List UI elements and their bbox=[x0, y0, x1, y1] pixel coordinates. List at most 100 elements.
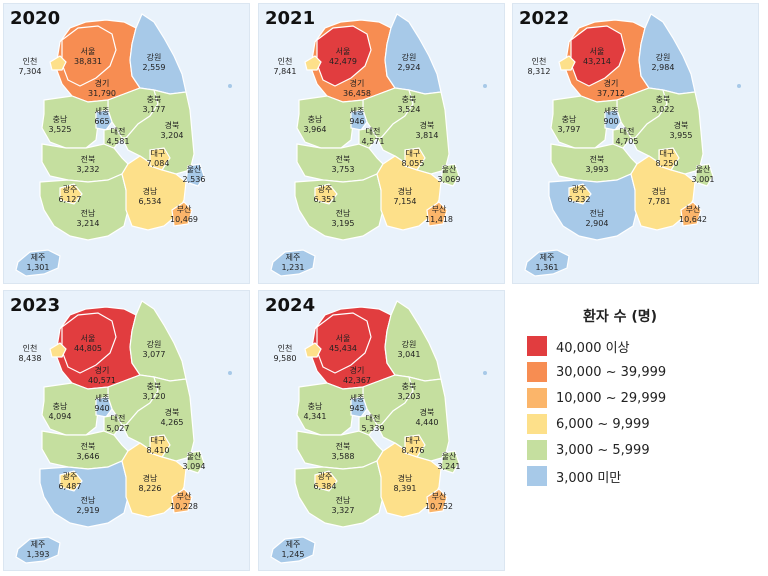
region-gyeongnam bbox=[121, 442, 187, 518]
region-chungnam bbox=[296, 382, 364, 436]
region-value-jeonbuk: 3,646 bbox=[77, 452, 100, 461]
region-daejeon bbox=[358, 127, 378, 149]
region-value-gwangju: 6,487 bbox=[59, 482, 82, 491]
legend-swatch bbox=[527, 414, 547, 434]
region-value-seoul: 38,831 bbox=[74, 57, 102, 66]
region-name-jeonbuk: 전북 bbox=[336, 441, 351, 451]
region-name-jeju: 제주 bbox=[31, 540, 46, 549]
region-name-gyeongnam: 경남 bbox=[398, 473, 413, 483]
region-ulsan bbox=[440, 163, 460, 187]
region-value-gyeongnam: 7,781 bbox=[648, 197, 671, 206]
region-incheon bbox=[49, 342, 67, 358]
region-name-jeonbuk: 전북 bbox=[81, 154, 96, 164]
legend-label: 6,000 ~ 9,999 bbox=[556, 416, 650, 432]
region-sejong bbox=[95, 396, 113, 418]
region-value-sejong: 940 bbox=[94, 404, 109, 413]
region-jeonnam bbox=[548, 173, 638, 241]
region-name-ulsan: 울산 bbox=[696, 164, 711, 174]
region-name-gangwon: 강원 bbox=[656, 52, 671, 62]
region-name-chungnam: 충남 bbox=[53, 402, 68, 411]
region-name-chungnam: 충남 bbox=[562, 115, 577, 124]
region-value-jeju: 1,231 bbox=[282, 263, 305, 272]
region-name-sejong: 세종 bbox=[350, 394, 365, 403]
region-name-sejong: 세종 bbox=[95, 394, 110, 403]
panel-year: 2020 bbox=[10, 8, 61, 29]
region-gwangju bbox=[59, 470, 83, 492]
region-name-jeonbuk: 전북 bbox=[81, 441, 96, 451]
region-value-seoul: 43,214 bbox=[583, 57, 611, 66]
region-name-daegu: 대구 bbox=[406, 149, 421, 158]
region-name-busan: 부산 bbox=[432, 491, 447, 501]
region-value-ulsan: 3,001 bbox=[692, 175, 715, 184]
panel-year: 2022 bbox=[519, 8, 570, 29]
region-incheon bbox=[558, 55, 576, 71]
region-name-gyeongbuk: 경북 bbox=[420, 407, 435, 417]
region-name-seoul: 서울 bbox=[590, 47, 605, 56]
region-ulsan bbox=[694, 163, 714, 187]
region-value-daegu: 7,084 bbox=[147, 159, 170, 168]
region-value-busan: 10,752 bbox=[425, 502, 453, 511]
region-name-jeonnam: 전남 bbox=[590, 208, 605, 218]
region-gwangju bbox=[568, 183, 592, 205]
region-name-daegu: 대구 bbox=[660, 149, 675, 158]
region-value-jeju: 1,393 bbox=[27, 550, 50, 559]
map-panel-2022: 경기 37,712 강원 2,984 충북 3,022 충남 3,797 경북 3,955 전북 3,… bbox=[512, 3, 759, 284]
legend-swatch bbox=[527, 466, 547, 486]
region-name-gwangju: 광주 bbox=[63, 471, 78, 481]
region-value-gyeongnam: 6,534 bbox=[139, 197, 162, 206]
region-name-gyeongnam: 경남 bbox=[143, 186, 158, 196]
region-value-gyeongnam: 8,226 bbox=[139, 484, 162, 493]
region-value-chungbuk: 3,177 bbox=[143, 105, 166, 114]
region-value-incheon: 7,304 bbox=[19, 67, 42, 76]
legend-label: 30,000 ~ 39,999 bbox=[556, 364, 667, 380]
region-name-daejeon: 대전 bbox=[111, 126, 126, 136]
region-value-gyeonggi: 40,571 bbox=[88, 376, 116, 385]
region-name-chungnam: 충남 bbox=[308, 115, 323, 124]
region-value-gyeongbuk: 4,265 bbox=[161, 418, 184, 427]
ulleungdo-island bbox=[228, 371, 232, 375]
region-value-gyeongnam: 7,154 bbox=[394, 197, 417, 206]
region-busan bbox=[426, 201, 448, 227]
region-value-busan: 10,642 bbox=[679, 215, 707, 224]
region-value-daejeon: 4,705 bbox=[616, 137, 639, 146]
region-name-jeju: 제주 bbox=[540, 253, 555, 262]
region-name-gyeongnam: 경남 bbox=[652, 186, 667, 196]
region-value-jeonnam: 2,919 bbox=[77, 506, 100, 515]
region-value-daegu: 8,410 bbox=[147, 446, 170, 455]
region-seoul bbox=[61, 312, 117, 374]
region-value-gyeongbuk: 3,955 bbox=[670, 131, 693, 140]
legend-item: 10,000 ~ 29,999 bbox=[527, 386, 757, 410]
region-name-gwangju: 광주 bbox=[572, 184, 587, 194]
map-panel-2023: 경기 40,571 강원 3,077 충북 3,120 충남 4,094 경북 4,265 전북 3,… bbox=[3, 290, 250, 571]
region-name-sejong: 세종 bbox=[350, 107, 365, 116]
region-value-chungnam: 4,341 bbox=[304, 412, 327, 421]
region-busan bbox=[171, 488, 193, 514]
legend-item: 6,000 ~ 9,999 bbox=[527, 412, 757, 436]
region-name-gyeongnam: 경남 bbox=[398, 186, 413, 196]
region-value-daegu: 8,476 bbox=[402, 446, 425, 455]
ulleungdo-island bbox=[228, 84, 232, 88]
ulleungdo-island bbox=[483, 84, 487, 88]
legend-title: 환자 수 (명) bbox=[583, 309, 658, 325]
map-panel-2024: 경기 42,367 강원 3,041 충북 3,203 충남 4,341 경북 4,440 전북 3,… bbox=[258, 290, 505, 571]
region-value-jeju: 1,301 bbox=[27, 263, 50, 272]
region-daegu bbox=[404, 434, 426, 458]
region-name-gyeonggi: 경기 bbox=[350, 365, 365, 375]
region-value-gwangju: 6,232 bbox=[568, 195, 591, 204]
region-name-sejong: 세종 bbox=[604, 107, 619, 116]
region-value-gangwon: 3,041 bbox=[398, 350, 421, 359]
region-daegu bbox=[658, 147, 680, 171]
region-name-chungbuk: 충북 bbox=[656, 95, 671, 104]
region-value-sejong: 665 bbox=[94, 117, 109, 126]
region-value-chungbuk: 3,524 bbox=[398, 105, 421, 114]
region-value-incheon: 9,580 bbox=[274, 354, 297, 363]
region-value-jeonbuk: 3,232 bbox=[77, 165, 100, 174]
region-name-chungbuk: 충북 bbox=[147, 382, 162, 391]
region-value-jeonnam: 2,904 bbox=[586, 219, 609, 228]
region-value-gyeongbuk: 4,440 bbox=[416, 418, 439, 427]
region-value-gangwon: 3,077 bbox=[143, 350, 166, 359]
region-seoul bbox=[316, 25, 372, 87]
